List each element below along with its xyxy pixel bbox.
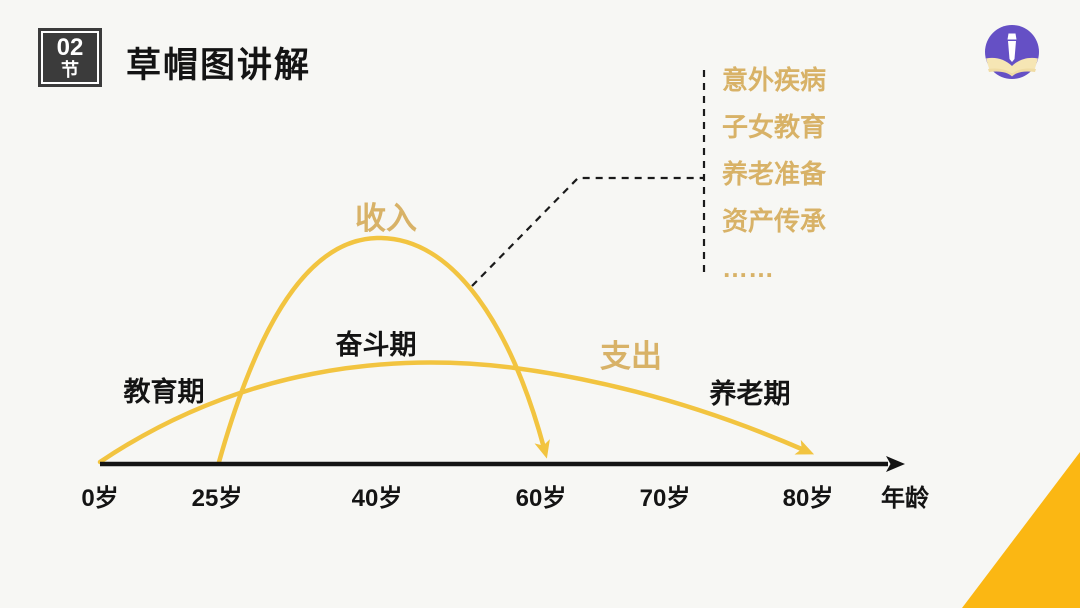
callout-item-accident: 意外疾病	[722, 65, 827, 95]
axis-title: 年龄	[881, 485, 929, 512]
axis-tick-0: 0岁	[81, 485, 119, 512]
open-book-icon	[986, 57, 1038, 77]
axis-tick-70: 70岁	[639, 485, 691, 512]
expense-curve	[97, 360, 815, 465]
phase-label-education: 教育期	[123, 377, 205, 407]
expense-curve-label: 支出	[600, 339, 662, 374]
expense-callout-list: 意外疾病 子女教育 养老准备 资产传承 ……	[722, 66, 826, 282]
callout-item-retirement: 养老准备	[722, 159, 827, 189]
axis-tick-25: 25岁	[191, 485, 243, 512]
section-unit: 节	[61, 59, 79, 80]
section-number: 02	[56, 34, 84, 62]
phase-label-retirement: 养老期	[709, 379, 791, 409]
income-curve-label: 收入	[355, 201, 417, 236]
axis-tick-40: 40岁	[351, 485, 403, 512]
tie-icon	[1007, 33, 1017, 62]
section-badge: 02 节	[38, 28, 102, 87]
tie-and-book-logo-icon	[985, 25, 1039, 79]
corner-triangle	[962, 452, 1080, 608]
callout-item-inheritance: 资产传承	[722, 206, 827, 236]
page-title: 草帽图讲解	[126, 46, 312, 85]
axis-tick-80: 80岁	[782, 485, 834, 512]
section-badge-inner: 02 节	[43, 33, 97, 82]
callout-item-education: 子女教育	[722, 112, 827, 142]
callout-connector-dashed-line	[471, 176, 703, 287]
income-curve	[216, 235, 550, 465]
callout-item-ellipsis: ……	[722, 253, 774, 283]
phase-label-struggle: 奋斗期	[335, 330, 417, 360]
axis-tick-60: 60岁	[515, 485, 567, 512]
